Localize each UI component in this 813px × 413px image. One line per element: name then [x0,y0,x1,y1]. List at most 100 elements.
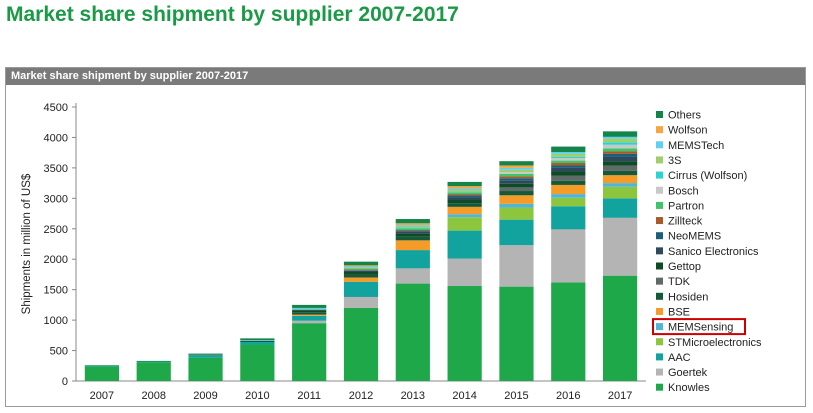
bar-segment-aac-2017 [602,198,638,218]
bar-segment-partron-2012 [343,268,379,270]
legend-entry: Wolfson [668,125,708,137]
y-tick-label: 1500 [44,285,68,297]
legend-swatch [656,111,663,118]
bar-segment-aac-2010 [240,342,275,345]
bar-segment-memstech-2012 [343,266,379,268]
bar-segment-bse-2016 [551,184,586,195]
bar-segment-others-2011 [292,304,327,308]
bar-segment-sanico-electronics-2017 [602,156,638,162]
legend-swatch [656,247,663,255]
bar-segment-sanico-electronics-2013 [395,231,430,234]
bar-segment-knowles-2011 [292,323,327,381]
bar-segment-wolfson-2015 [499,165,534,168]
legend-entry: Gettop [668,261,701,273]
legend-swatch [656,217,663,225]
y-tick-label: 1000 [44,315,68,327]
bar-segment-partron-2016 [551,160,586,164]
x-tick-label: 2017 [608,390,632,402]
bar-segment-wolfson-2013 [395,223,430,226]
x-tick-label: 2007 [90,390,114,402]
bar-segment-others-2016 [551,146,586,153]
bar-segment-partron-2013 [395,228,430,230]
y-tick-label: 4000 [44,132,68,144]
bar-segment-gettop-2013 [395,233,430,237]
legend-swatch [656,156,663,164]
legend-swatch [656,171,663,179]
bar-segment-stmicroelectronics-2015 [499,207,534,220]
y-axis-label: Shipments in million of US$ [21,173,33,314]
bar-segment-3s-2012 [343,267,379,269]
bar-segment-goertek-2017 [602,217,638,276]
bar-segment-aac-2014 [447,230,482,259]
bar-segment-3s-2013 [395,226,430,229]
bar-segment-others-2015 [499,161,534,166]
bar-segment-memstech-2017 [602,136,638,139]
x-tick-label: 2012 [349,390,373,402]
bar-segment-bse-2015 [499,195,534,204]
bar-segment-memstech-2016 [551,152,586,154]
bar-segment-knowles-2017 [602,275,638,381]
stacked-bar-chart: 0 500 1000 1500 2000 2500 3000 3500 4000 4500 Ship… [21,102,762,402]
bar-segment-sanico-electronics-2014 [447,197,482,200]
bar-segment-bse-2014 [447,206,482,215]
legend-entry: Sanico Electronics [668,246,759,258]
bar-segment-neomems-2015 [499,178,534,181]
y-tick-label: 2000 [44,254,68,266]
bar-segment-zillteck-2015 [499,176,534,179]
legend-highlight-box [652,318,746,336]
bar-segment-gettop-2011 [292,310,327,313]
legend-entry: Goertek [668,367,708,379]
bar-segment-hosiden-2015 [499,191,534,196]
bar-segment-knowles-2014 [447,286,482,381]
bar-segment-partron-2014 [447,192,482,195]
bar-segment-wolfson-2012 [343,265,379,267]
bar-segment-3s-2016 [551,153,586,157]
bar-segment-tdk-2015 [499,187,534,192]
bar-segment-sanico-electronics-2011 [292,309,327,311]
legend-swatch [656,126,663,134]
y-tick-label: 2500 [44,224,68,236]
bar-segment-bse-2013 [395,240,430,251]
bar-segment-zillteck-2012 [343,269,379,271]
x-tick-label: 2015 [504,390,528,402]
x-tick-label: 2013 [401,390,425,402]
bar-segment-bse-2011 [292,314,327,316]
bar-segment-memsensing-2016 [551,194,586,198]
bar-segment-3s-2014 [447,190,482,193]
x-tick-label: 2009 [193,390,217,402]
legend-entry: NeoMEMS [668,231,721,243]
bar-segment-aac-2013 [395,250,430,269]
bar-segment-aac-2011 [292,315,327,321]
legend-swatch [656,277,663,285]
bar-segment-bse-2012 [343,277,379,282]
bar-segment-others-2014 [447,181,482,187]
bar-segment-gettop-2014 [447,199,482,204]
legend-entry: MEMSensing [668,322,733,334]
bar-segment-hosiden-2012 [343,274,379,278]
bar-segment-sanico-electronics-2012 [343,270,379,273]
bar-segment-knowles-2010 [240,344,275,381]
y-tick-label: 3000 [44,193,68,205]
bar-segment-knowles-2009 [188,357,223,381]
bar-segment-cirrus-wolfson--2016 [551,156,586,159]
bar-segment-gettop-2017 [602,161,638,166]
bar-segment-hosiden-2010 [240,340,275,343]
bar-segment-memsensing-2015 [499,203,534,208]
x-tick-label: 2010 [245,390,269,402]
bar-segment-zillteck-2016 [551,163,586,166]
bar-segment-aac-2016 [551,206,586,230]
legend-entry: Partron [668,200,704,212]
x-tick-label: 2014 [452,390,476,402]
bar-segment-3s-2017 [602,138,638,143]
bar-segment-others-2013 [395,219,430,224]
bar-segment-neomems-2012 [343,270,379,271]
bar-segment-zillteck-2013 [395,229,430,231]
bar-segment-goertek-2016 [551,229,586,283]
bar-segment-aac-2015 [499,219,534,246]
bar-segment-memstech-2009 [188,354,223,356]
bar-segment-others-2009 [188,353,223,355]
legend-entry: MEMSTech [668,140,724,152]
bar-segment-bse-2017 [602,175,638,184]
bar-segment-others-2017 [602,131,638,137]
legend-entry: Zillteck [668,216,703,228]
